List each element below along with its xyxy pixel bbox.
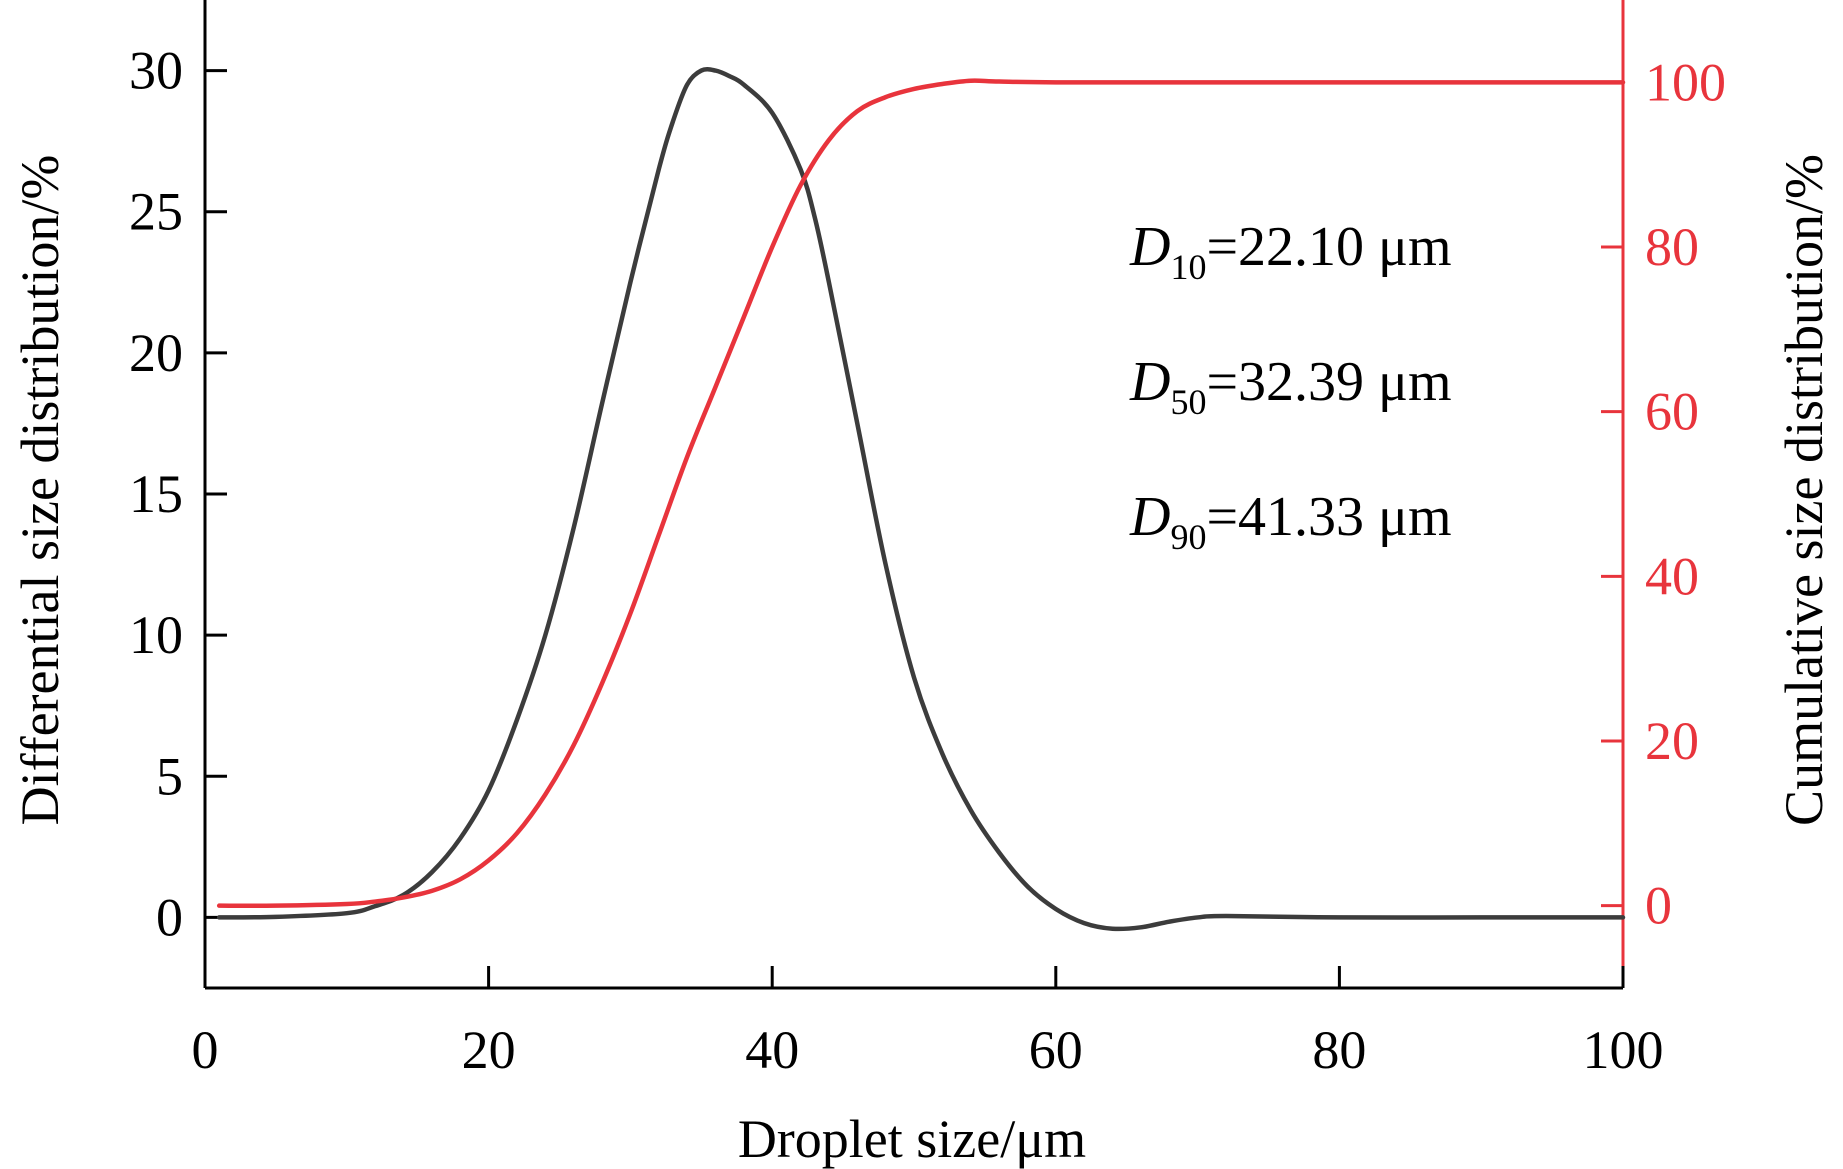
x-tick-label: 20	[462, 1020, 516, 1080]
right-y-tick-label: 0	[1645, 876, 1672, 936]
left-y-tick-label: 15	[129, 464, 183, 524]
annotation-value: =41.33 μm	[1206, 486, 1451, 548]
annotation-value: =32.39 μm	[1206, 351, 1451, 413]
annotation-value: =22.10 μm	[1206, 216, 1451, 278]
right-y-axis: 0 20 40 60 80 100	[1601, 52, 1726, 936]
annotation-symbol: D	[1129, 486, 1170, 548]
annotation-subscript: 90	[1170, 517, 1206, 557]
left-y-axis: 0 5 10 15 20 25 30	[129, 41, 227, 947]
x-tick-label: 60	[1029, 1020, 1083, 1080]
left-y-tick-label: 25	[129, 182, 183, 242]
right-y-tick-label: 60	[1645, 382, 1699, 442]
x-axis-title: Droplet size/μm	[738, 1109, 1086, 1169]
left-y-axis-title: Differential size distribution/%	[10, 155, 70, 826]
left-y-tick-label: 30	[129, 41, 183, 101]
d10-annotation: D10=22.10 μm	[1129, 216, 1452, 287]
x-tick-label: 80	[1312, 1020, 1366, 1080]
annotation-subscript: 10	[1170, 247, 1206, 287]
x-tick-label: 100	[1583, 1020, 1664, 1080]
left-y-tick-label: 20	[129, 323, 183, 383]
right-y-tick-label: 20	[1645, 711, 1699, 771]
differential-distribution-line	[216, 67, 1626, 932]
x-axis: 0 20 40 60 80 100	[192, 966, 1664, 1080]
annotation-subscript: 50	[1170, 382, 1206, 422]
d50-annotation: D50=32.39 μm	[1129, 351, 1452, 422]
left-y-tick-label: 10	[129, 605, 183, 665]
annotation-symbol: D	[1129, 351, 1170, 413]
left-y-tick-label: 0	[156, 887, 183, 947]
annotation-symbol: D	[1129, 216, 1170, 278]
right-y-tick-label: 100	[1645, 52, 1726, 112]
left-y-tick-label: 5	[156, 746, 183, 806]
right-y-tick-label: 80	[1645, 217, 1699, 277]
right-y-tick-label: 40	[1645, 546, 1699, 606]
x-tick-label: 40	[745, 1020, 799, 1080]
cumulative-distribution-line	[216, 78, 1626, 909]
x-tick-label: 0	[192, 1020, 219, 1080]
d90-annotation: D90=41.33 μm	[1129, 486, 1452, 557]
right-y-axis-title: Cumulative size distribution/%	[1774, 154, 1834, 826]
series-layer	[216, 67, 1626, 932]
